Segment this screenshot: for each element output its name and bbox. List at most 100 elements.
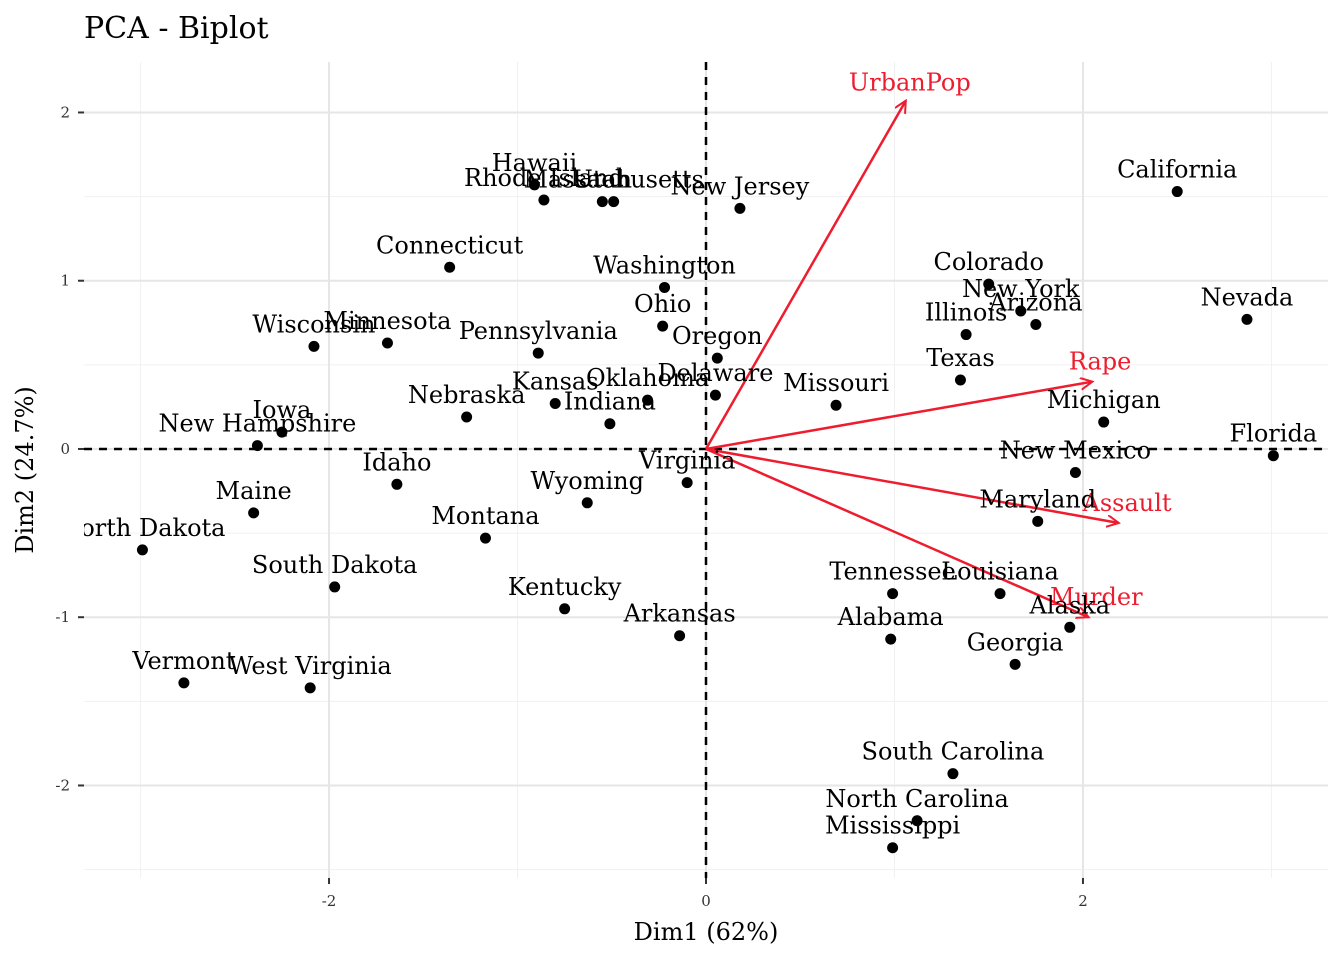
point-kentucky — [559, 603, 571, 615]
point-label-arkansas: Arkansas — [623, 600, 736, 628]
point-indiana — [604, 418, 616, 430]
point-label-new-mexico: New Mexico — [1000, 437, 1151, 465]
point-label-maryland: Maryland — [979, 485, 1096, 513]
x-tick-label: 2 — [1078, 892, 1088, 910]
point-label-west-virginia: West Virginia — [229, 652, 392, 680]
variable-label-rape: Rape — [1069, 348, 1132, 376]
point-label-iowa: Iowa — [253, 396, 312, 424]
point-label-colorado: Colorado — [933, 248, 1044, 276]
point-label-wyoming: Wyoming — [531, 467, 644, 495]
point-labels: Alabama Alaska Arizona Arkansas California Co… — [59, 149, 1317, 840]
point-label-texas: Texas — [926, 344, 995, 372]
point-label-north-dakota: North Dakota — [59, 514, 225, 542]
point-north-dakota — [136, 544, 148, 556]
variable-label-urbanpop: UrbanPop — [849, 69, 971, 97]
point-label-minnesota: Minnesota — [323, 307, 451, 335]
point-tennessee — [887, 588, 899, 600]
point-michigan — [1098, 416, 1110, 428]
x-tick-label: 0 — [701, 892, 711, 910]
point-wyoming — [581, 497, 593, 509]
point-illinois — [960, 329, 972, 341]
point-colorado — [983, 278, 995, 290]
variable-arrow-murder — [705, 447, 1089, 617]
point-label-new-hampshire: New Hampshire — [158, 410, 356, 438]
point-arizona — [1030, 318, 1042, 330]
point-label-california: California — [1117, 156, 1237, 184]
point-label-new-jersey: New Jersey — [671, 172, 810, 200]
point-idaho — [391, 478, 403, 490]
point-label-pennsylvania: Pennsylvania — [459, 317, 618, 345]
point-nebraska — [461, 411, 473, 423]
point-rhode-island — [538, 194, 550, 206]
point-label-arizona: Arizona — [988, 288, 1082, 316]
point-mississippi — [887, 842, 899, 854]
point-utah — [596, 196, 608, 208]
point-label-washington: Washington — [593, 251, 736, 279]
point-label-mississippi: Mississippi — [825, 812, 961, 840]
point-label-wisconsin: Wisconsin — [252, 310, 375, 338]
point-west-virginia — [304, 682, 316, 694]
point-vermont — [178, 677, 190, 689]
y-tick-label: -1 — [55, 608, 70, 626]
point-alabama — [885, 633, 897, 645]
point-label-delaware: Delaware — [657, 359, 773, 387]
axis-ticks: -2 0 2 -2 -1 0 1 2 — [55, 103, 1087, 910]
point-label-virginia: Virginia — [638, 447, 736, 475]
point-montana — [479, 532, 491, 544]
point-label-south-dakota: South Dakota — [252, 551, 418, 579]
point-label-illinois: Illinois — [925, 299, 1007, 327]
individual-points — [136, 179, 1279, 854]
point-label-rhode-island: Rhode Island — [464, 164, 624, 192]
x-tick-label: -2 — [322, 892, 337, 910]
point-south-carolina — [947, 768, 959, 780]
variable-label-murder: Murder — [1050, 583, 1143, 611]
point-label-georgia: Georgia — [967, 628, 1064, 656]
point-connecticut — [444, 261, 456, 273]
point-iowa — [276, 426, 288, 438]
point-washington — [659, 281, 671, 293]
point-label-oregon: Oregon — [672, 322, 763, 350]
point-label-indiana: Indiana — [564, 388, 656, 416]
point-label-alabama: Alabama — [837, 603, 944, 631]
point-maryland — [1032, 515, 1044, 527]
point-label-south-carolina: South Carolina — [862, 738, 1045, 766]
point-texas — [954, 374, 966, 386]
variable-arrows: Murder Assault UrbanPop Rape — [704, 69, 1172, 618]
y-axis-title: Dim2 (24.7%) — [11, 386, 39, 554]
point-label-kentucky: Kentucky — [508, 573, 622, 601]
point-label-idaho: Idaho — [362, 448, 431, 476]
y-tick-label: 1 — [60, 272, 70, 290]
point-missouri — [830, 399, 842, 411]
variable-label-assault: Assault — [1082, 489, 1172, 517]
point-kansas — [549, 398, 561, 410]
point-minnesota — [381, 337, 393, 349]
chart-title: PCA - Biplot — [84, 11, 269, 46]
point-label-new-york: New York — [962, 275, 1080, 303]
point-maine — [248, 507, 260, 519]
point-label-alaska: Alaska — [1029, 591, 1110, 619]
point-label-missouri: Missouri — [783, 369, 889, 397]
point-oklahoma — [642, 394, 654, 406]
point-north-carolina — [911, 815, 923, 827]
point-label-maine: Maine — [216, 477, 292, 505]
point-south-dakota — [329, 581, 341, 593]
point-label-nebraska: Nebraska — [408, 381, 526, 409]
point-new-jersey — [734, 202, 746, 214]
y-tick-label: 2 — [60, 103, 70, 121]
point-label-kansas: Kansas — [512, 368, 599, 396]
variable-arrow-urbanpop — [704, 101, 906, 450]
point-label-connecticut: Connecticut — [376, 231, 524, 259]
point-new-york — [1015, 305, 1027, 317]
point-label-ohio: Ohio — [634, 290, 691, 318]
point-label-oklahoma: Oklahoma — [586, 364, 709, 392]
point-arkansas — [674, 630, 686, 642]
point-pennsylvania — [532, 347, 544, 359]
point-alaska — [1064, 621, 1076, 633]
point-nevada — [1241, 313, 1253, 325]
point-label-michigan: Michigan — [1047, 386, 1161, 414]
point-label-utah: Utah — [573, 166, 633, 194]
x-axis-title: Dim1 (62%) — [634, 918, 779, 946]
point-virginia — [681, 477, 693, 489]
variable-arrow-assault — [705, 447, 1119, 523]
